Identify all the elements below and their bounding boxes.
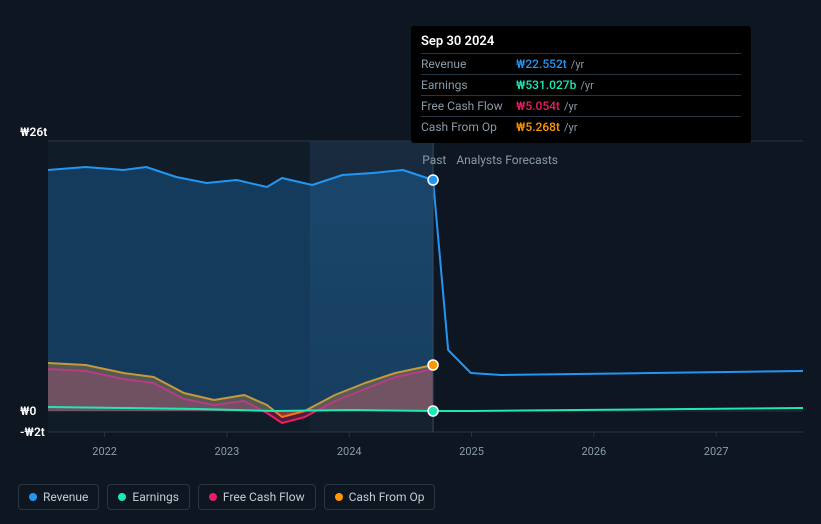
tooltip-row: Cash From Op₩5.268t/yr (421, 116, 741, 137)
tooltip-metric-label: Cash From Op (421, 120, 516, 134)
legend-label: Free Cash Flow (223, 490, 305, 504)
x-tick-label: 2025 (459, 445, 484, 458)
legend: Revenue Earnings Free Cash Flow Cash From O… (18, 484, 435, 510)
legend-label: Cash From Op (349, 490, 425, 504)
chart-tooltip: Sep 30 2024 Revenue₩22.552t/yrEarnings₩5… (411, 26, 751, 143)
legend-dot (335, 493, 343, 501)
legend-item[interactable]: Earnings (107, 484, 190, 510)
x-tick-label: 2023 (215, 445, 240, 458)
tooltip-metric-value: ₩5.268t (516, 120, 560, 134)
past-label: Past (422, 153, 446, 167)
chart-svg (48, 125, 803, 445)
tooltip-row: Earnings₩531.027b/yr (421, 74, 741, 95)
legend-label: Earnings (132, 490, 179, 504)
tooltip-metric-value: ₩22.552t (516, 57, 567, 71)
legend-item[interactable]: Free Cash Flow (198, 484, 316, 510)
tooltip-metric-unit: /yr (564, 100, 577, 113)
tooltip-metric-unit: /yr (580, 79, 593, 92)
tooltip-metric-unit: /yr (564, 121, 577, 134)
legend-dot (209, 493, 217, 501)
y-axis-top-label: ₩26t (20, 125, 47, 139)
legend-item[interactable]: Revenue (18, 484, 99, 510)
chart-container: Sep 30 2024 Revenue₩22.552t/yrEarnings₩5… (0, 0, 821, 524)
legend-dot (118, 493, 126, 501)
y-axis-bottom-label: -₩2t (20, 425, 45, 439)
forecast-label: Analysts Forecasts (456, 153, 558, 167)
x-tick-label: 2026 (581, 445, 606, 458)
chart-area: ₩26t ₩0 -₩2t Past Analysts Forecasts 202… (18, 125, 803, 465)
tooltip-metric-label: Free Cash Flow (421, 99, 516, 113)
x-tick-label: 2022 (92, 445, 117, 458)
x-tick-label: 2027 (704, 445, 729, 458)
tooltip-date: Sep 30 2024 (421, 32, 741, 53)
tooltip-metric-unit: /yr (571, 58, 584, 71)
legend-item[interactable]: Cash From Op (324, 484, 436, 510)
tooltip-metric-label: Revenue (421, 57, 516, 71)
tooltip-row: Free Cash Flow₩5.054t/yr (421, 95, 741, 116)
y-axis-zero-label: ₩0 (20, 404, 36, 418)
legend-dot (29, 493, 37, 501)
tooltip-metric-value: ₩531.027b (516, 78, 576, 92)
tooltip-metric-label: Earnings (421, 78, 516, 92)
tooltip-metric-value: ₩5.054t (516, 99, 560, 113)
x-tick-label: 2024 (337, 445, 362, 458)
legend-label: Revenue (43, 490, 88, 504)
tooltip-row: Revenue₩22.552t/yr (421, 53, 741, 74)
